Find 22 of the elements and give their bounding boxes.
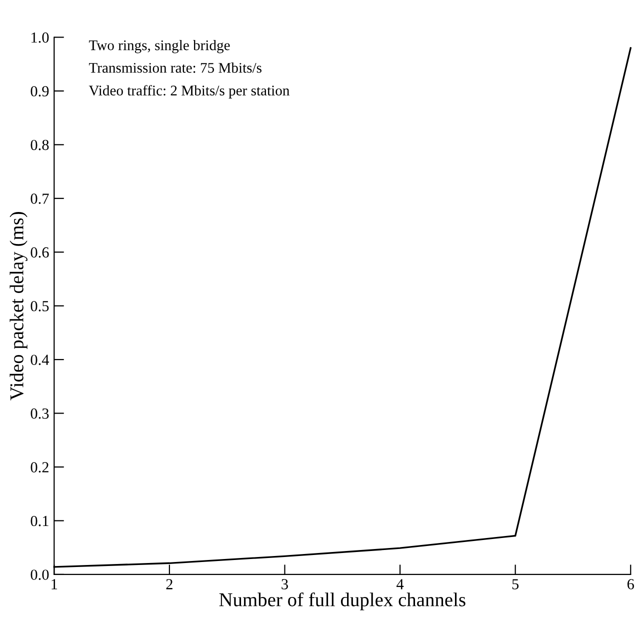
annotation: Transmission rate: 75 Mbits/s [89,62,262,73]
y-tick-label: 0.3 [30,408,49,419]
y-tick-label: 0.6 [30,247,49,258]
y-tick-label: 0.7 [30,194,49,204]
y-tick-label: 0.8 [30,140,49,150]
y-tick-label: 0.4 [30,354,50,366]
y-axis-title: Video packet delay (ms) [10,212,28,400]
annotation: Two rings, single bridge [89,40,230,54]
y-tick-label: 0.9 [30,86,49,96]
y-tick-label: 1.0 [32,32,49,43]
x-tick-label: 5 [512,579,519,590]
x-tick-label: 6 [627,579,634,590]
annotation: Video traffic: 2 Mbits/s per station [88,85,290,98]
x-tick-label: 2 [166,579,172,590]
y-tick-label: 0.5 [30,300,49,312]
x-tick-label: 1 [52,579,58,590]
x-tick-label: 4 [396,579,404,590]
x-tick-label: 3 [282,579,288,590]
y-tick-label: 0.1 [30,516,48,526]
y-tick-label: 0.0 [30,570,49,580]
x-axis-title: Number of full duplex channels [219,592,466,610]
y-tick-label: 0.2 [30,462,48,473]
